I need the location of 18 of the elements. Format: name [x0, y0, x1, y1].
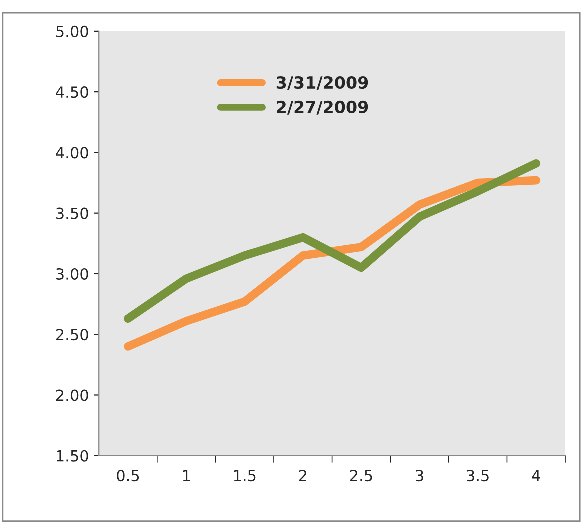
y-tick-label: 3.50 [56, 208, 88, 220]
y-tick-label: 1.50 [57, 450, 88, 462]
y-tick-label: 4.00 [56, 147, 88, 159]
x-tick-label: 1 [183, 470, 190, 482]
x-tick-label: 4 [532, 470, 540, 482]
y-tick-label: 2.50 [56, 329, 88, 341]
legend-label: 2/27/2009 [277, 100, 368, 115]
x-tick-label: 3.5 [467, 470, 489, 482]
x-tick-label: 2 [299, 470, 306, 482]
legend-label: 3/31/2009 [276, 76, 368, 90]
y-tick-label: 5.00 [56, 26, 88, 38]
x-tick-label: 1.5 [234, 470, 256, 482]
y-tick-label: 3.00 [56, 268, 88, 280]
x-tick-label: 0.5 [117, 470, 140, 482]
x-tick-label: 3 [416, 470, 424, 482]
x-tick-label: 2.5 [350, 470, 372, 482]
y-tick-label: 2.00 [56, 390, 88, 402]
y-tick-label: 4.50 [56, 86, 88, 98]
